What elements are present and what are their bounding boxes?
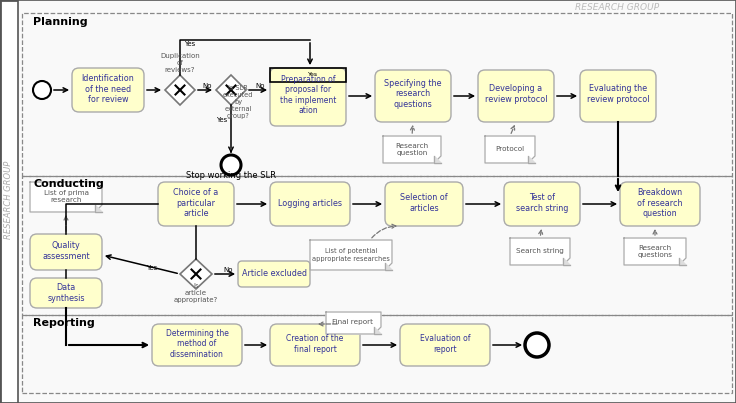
Polygon shape	[385, 263, 392, 270]
Text: Selection of
articles: Selection of articles	[400, 193, 447, 213]
Text: Conducting: Conducting	[33, 179, 104, 189]
Polygon shape	[624, 238, 686, 265]
Polygon shape	[510, 238, 570, 265]
Text: RESEARCH GROUP: RESEARCH GROUP	[4, 161, 13, 239]
FancyBboxPatch shape	[270, 324, 360, 366]
Text: Specifying the
research
questions: Specifying the research questions	[384, 79, 442, 109]
Text: No: No	[202, 83, 212, 89]
Text: Research
questions: Research questions	[637, 245, 673, 258]
Text: No: No	[223, 267, 233, 273]
FancyBboxPatch shape	[270, 68, 346, 126]
Text: Is
article
appropriate?: Is article appropriate?	[174, 283, 218, 303]
FancyBboxPatch shape	[375, 70, 451, 122]
Polygon shape	[528, 156, 535, 163]
Text: Breakdown
of research
question: Breakdown of research question	[637, 188, 683, 218]
Text: List of potential
appropriate researches: List of potential appropriate researches	[312, 249, 390, 262]
Bar	[22, 176, 732, 315]
Text: Evaluating the
review protocol: Evaluating the review protocol	[587, 84, 649, 104]
Circle shape	[221, 155, 241, 175]
Polygon shape	[326, 312, 381, 334]
Polygon shape	[165, 75, 195, 105]
Polygon shape	[374, 327, 381, 334]
Polygon shape	[180, 259, 212, 289]
Polygon shape	[383, 136, 441, 163]
FancyBboxPatch shape	[504, 182, 580, 226]
Text: Final report: Final report	[333, 319, 373, 325]
Text: Logging articles: Logging articles	[278, 199, 342, 208]
Text: Quality
assessment: Quality assessment	[42, 241, 90, 261]
Polygon shape	[679, 258, 686, 265]
Polygon shape	[485, 136, 535, 163]
Text: Determining the
method of
dissemination: Determining the method of dissemination	[166, 329, 228, 359]
Polygon shape	[434, 156, 441, 163]
FancyBboxPatch shape	[30, 278, 102, 308]
FancyBboxPatch shape	[270, 182, 350, 226]
Text: Research
question: Research question	[395, 143, 428, 156]
FancyBboxPatch shape	[580, 70, 656, 122]
Circle shape	[525, 333, 549, 357]
Text: RESEARCH GROUP: RESEARCH GROUP	[575, 4, 659, 12]
Text: Yes: Yes	[146, 265, 158, 271]
Text: Evaluation of
report: Evaluation of report	[420, 334, 470, 354]
Text: List of prima
research: List of prima research	[43, 189, 88, 202]
Text: Duplication
of
reviews?: Duplication of reviews?	[160, 53, 200, 73]
Polygon shape	[30, 182, 102, 212]
Text: Data
synthesis: Data synthesis	[47, 283, 85, 303]
Text: Developing a
review protocol: Developing a review protocol	[485, 84, 548, 104]
Text: Yes: Yes	[216, 117, 227, 123]
FancyBboxPatch shape	[158, 182, 234, 226]
Text: Preparation of
proposal for
the implement
ation: Preparation of proposal for the implemen…	[280, 75, 336, 115]
Text: Search string: Search string	[516, 248, 564, 254]
Polygon shape	[310, 240, 392, 270]
Polygon shape	[216, 75, 246, 105]
Text: Yes: Yes	[185, 41, 196, 47]
Text: Is SLR
executed
by
external
group?: Is SLR executed by external group?	[223, 85, 253, 119]
Text: Article excluded: Article excluded	[241, 270, 306, 278]
FancyBboxPatch shape	[72, 68, 144, 112]
Text: Creation of the
final report: Creation of the final report	[286, 334, 344, 354]
Text: Reporting: Reporting	[33, 318, 95, 328]
FancyBboxPatch shape	[478, 70, 554, 122]
FancyBboxPatch shape	[620, 182, 700, 226]
Text: Yes: Yes	[308, 71, 318, 77]
Text: Planning: Planning	[33, 17, 88, 27]
Text: Test of
search string: Test of search string	[516, 193, 568, 213]
Polygon shape	[563, 258, 570, 265]
Circle shape	[33, 81, 51, 99]
Bar	[22, 13, 732, 176]
FancyBboxPatch shape	[30, 234, 102, 270]
FancyBboxPatch shape	[400, 324, 490, 366]
Text: Choice of a
particular
article: Choice of a particular article	[174, 188, 219, 218]
FancyBboxPatch shape	[385, 182, 463, 226]
Text: Protocol: Protocol	[495, 146, 525, 152]
FancyBboxPatch shape	[238, 261, 310, 287]
Text: Stop working the SLR: Stop working the SLR	[186, 172, 276, 181]
Text: No: No	[255, 83, 265, 89]
Bar	[22, 315, 732, 393]
FancyBboxPatch shape	[152, 324, 242, 366]
Bar	[270, 68, 346, 82]
Text: Identification
of the need
for review: Identification of the need for review	[82, 74, 135, 104]
Polygon shape	[95, 205, 102, 212]
